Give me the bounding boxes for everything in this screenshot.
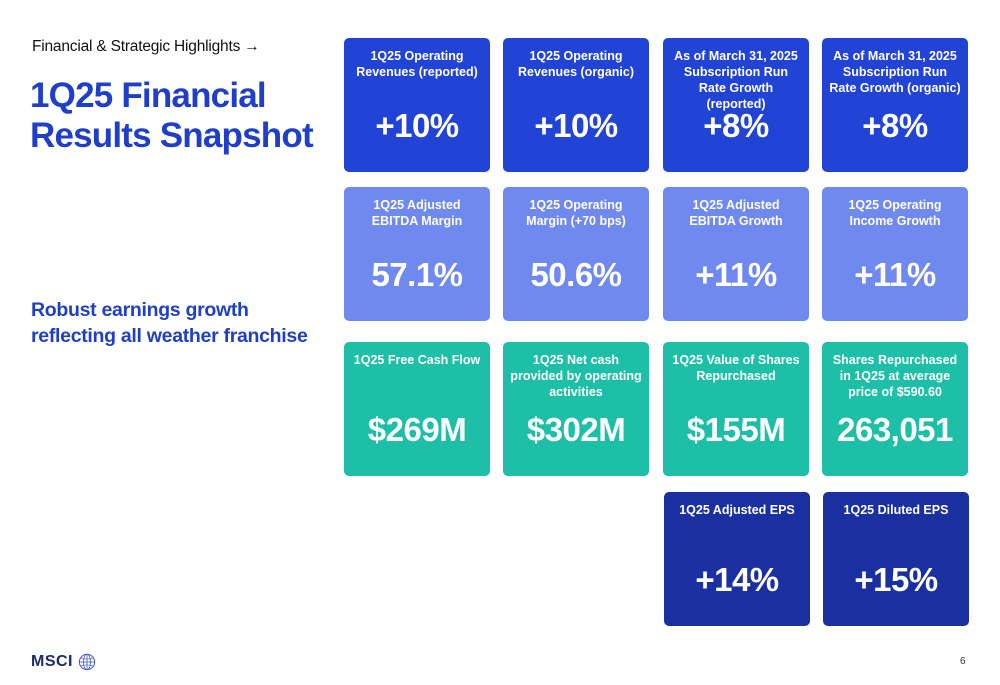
tile-label: 1Q25 Diluted EPS [843,503,949,517]
tile-label: As of March 31, 2025 Subscription Run Ra… [674,49,798,111]
tile-label: 1Q25 Adjusted EPS [679,503,795,517]
tile-adjusted-eps: 1Q25 Adjusted EPS +14% [664,492,810,626]
page-number: 6 [960,656,966,667]
tile-value: +8% [703,107,769,144]
tile-value: +11% [854,256,936,293]
tile-adjusted-ebitda-growth: 1Q25 Adjusted EBITDA Growth +11% [663,187,809,321]
tile-diluted-eps: 1Q25 Diluted EPS +15% [823,492,969,626]
tile-label: 1Q25 Operating Revenues (reported) [356,49,478,79]
tile-value: +10% [534,107,618,144]
tile-value: +8% [862,107,928,144]
tile-adjusted-ebitda-margin: 1Q25 Adjusted EBITDA Margin 57.1% [344,187,490,321]
tile-free-cash-flow: 1Q25 Free Cash Flow $269M [344,342,490,476]
tile-run-rate-growth-reported: As of March 31, 2025 Subscription Run Ra… [663,38,809,172]
tile-label: 1Q25 Operating Margin (+70 bps) [526,198,626,228]
tile-label: 1Q25 Operating Revenues (organic) [517,49,634,79]
page-subtitle: Robust earnings growth reflecting all we… [31,299,308,347]
tile-label: 1Q25 Adjusted EBITDA Margin [371,198,463,228]
tile-value: 57.1% [371,256,463,293]
breadcrumb: Financial & Strategic Highlights → [32,38,260,55]
tile-value: +10% [375,107,459,144]
tile-value: $155M [686,411,786,448]
tile-value: +15% [854,561,938,598]
page-title: 1Q25 Financial Results Snapshot [30,76,314,155]
tile-value-shares-repurchased: 1Q25 Value of Shares Repurchased $155M [663,342,809,476]
tile-label: 1Q25 Adjusted EBITDA Growth [689,198,783,228]
logo-text: MSCI [31,653,73,670]
tile-value: 263,051 [837,411,953,448]
tile-label: As of March 31, 2025 Subscription Run Ra… [829,49,961,95]
tile-label: 1Q25 Value of Shares Repurchased [672,353,800,383]
tile-label: 1Q25 Net cash provided by operating acti… [510,353,642,399]
tile-value: $269M [367,411,467,448]
msci-logo: MSCI [31,651,96,673]
tile-label: 1Q25 Free Cash Flow [353,353,481,367]
tile-label: 1Q25 Operating Income Growth [848,198,942,228]
tile-label: Shares Repurchased in 1Q25 at average pr… [832,353,958,399]
tile-value: $302M [526,411,626,448]
tile-operating-revenues-organic: 1Q25 Operating Revenues (organic) +10% [503,38,649,172]
tile-value: 50.6% [530,256,622,293]
tile-operating-income-growth: 1Q25 Operating Income Growth +11% [822,187,968,321]
tile-shares-repurchased: Shares Repurchased in 1Q25 at average pr… [822,342,968,476]
tile-operating-margin: 1Q25 Operating Margin (+70 bps) 50.6% [503,187,649,321]
tile-value: +11% [695,256,777,293]
tile-value: +14% [695,561,779,598]
globe-icon [78,653,96,671]
tile-net-cash-operating: 1Q25 Net cash provided by operating acti… [503,342,649,476]
tile-operating-revenues-reported: 1Q25 Operating Revenues (reported) +10% [344,38,490,172]
tile-run-rate-growth-organic: As of March 31, 2025 Subscription Run Ra… [822,38,968,172]
